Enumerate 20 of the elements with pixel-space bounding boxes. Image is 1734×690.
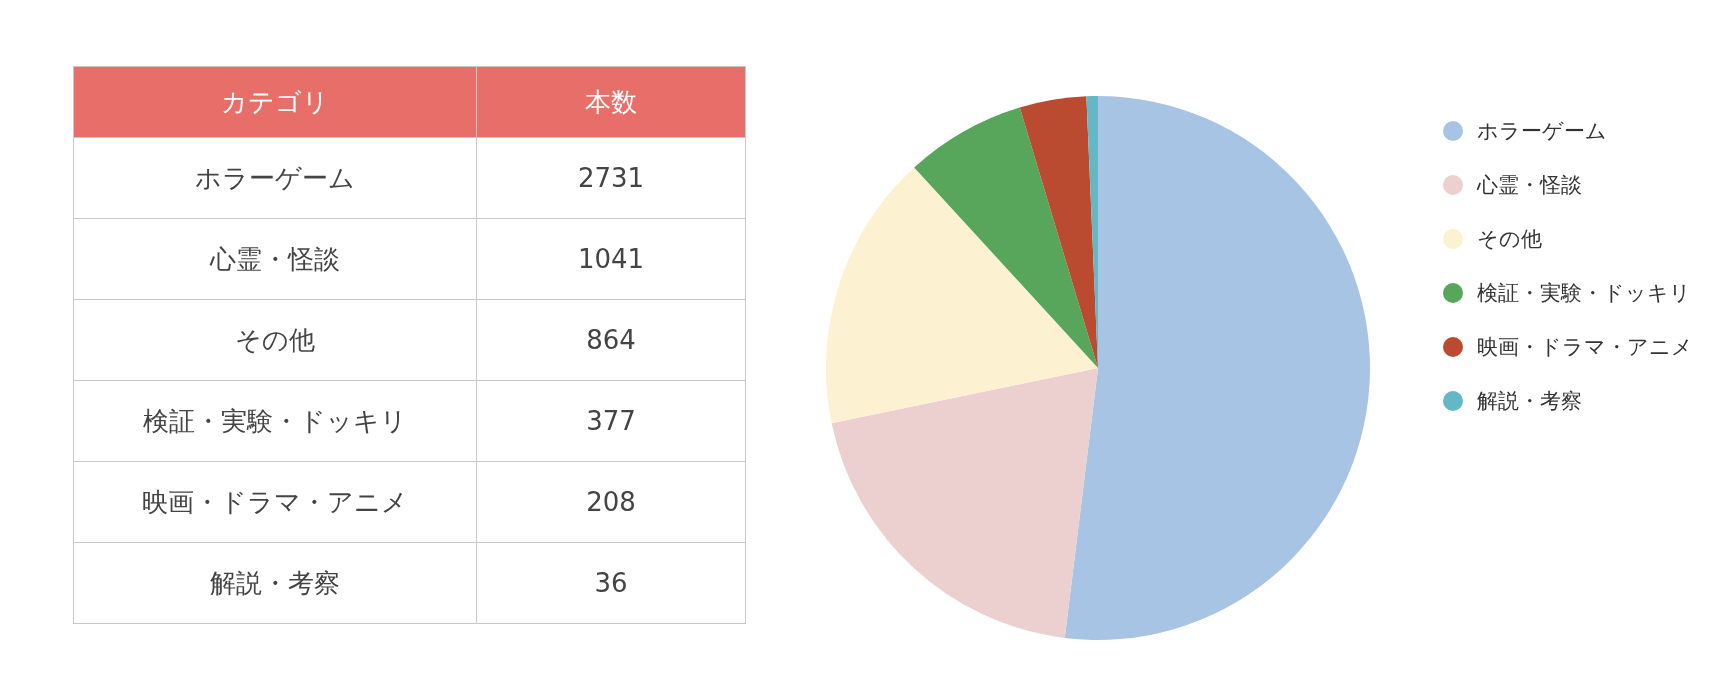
category-label: ホラーゲーム bbox=[73, 137, 477, 219]
legend-label: 検証・実験・ドッキリ bbox=[1477, 280, 1691, 307]
text: 本数 bbox=[476, 66, 746, 138]
legend-label: 解説・考察 bbox=[1477, 388, 1582, 415]
data-label: 208 bbox=[476, 461, 746, 543]
category-label: 解説・考察 bbox=[73, 542, 477, 624]
legend-label: 心霊・怪談 bbox=[1477, 172, 1582, 199]
category-label: 検証・実験・ドッキリ bbox=[73, 380, 477, 462]
category-label: 心霊・怪談 bbox=[73, 218, 477, 300]
text: カテゴリ bbox=[73, 66, 477, 138]
category-label: 映画・ドラマ・アニメ bbox=[73, 461, 477, 543]
data-label: 864 bbox=[476, 299, 746, 381]
category-label: その他 bbox=[73, 299, 477, 381]
legend-label: その他 bbox=[1477, 226, 1542, 253]
legend-label: ホラーゲーム bbox=[1477, 118, 1607, 145]
data-label: 377 bbox=[476, 380, 746, 462]
data-label: 36 bbox=[476, 542, 746, 624]
data-label: 1041 bbox=[476, 218, 746, 300]
data-label: 2731 bbox=[476, 137, 746, 219]
legend-label: 映画・ドラマ・アニメ bbox=[1477, 334, 1693, 361]
